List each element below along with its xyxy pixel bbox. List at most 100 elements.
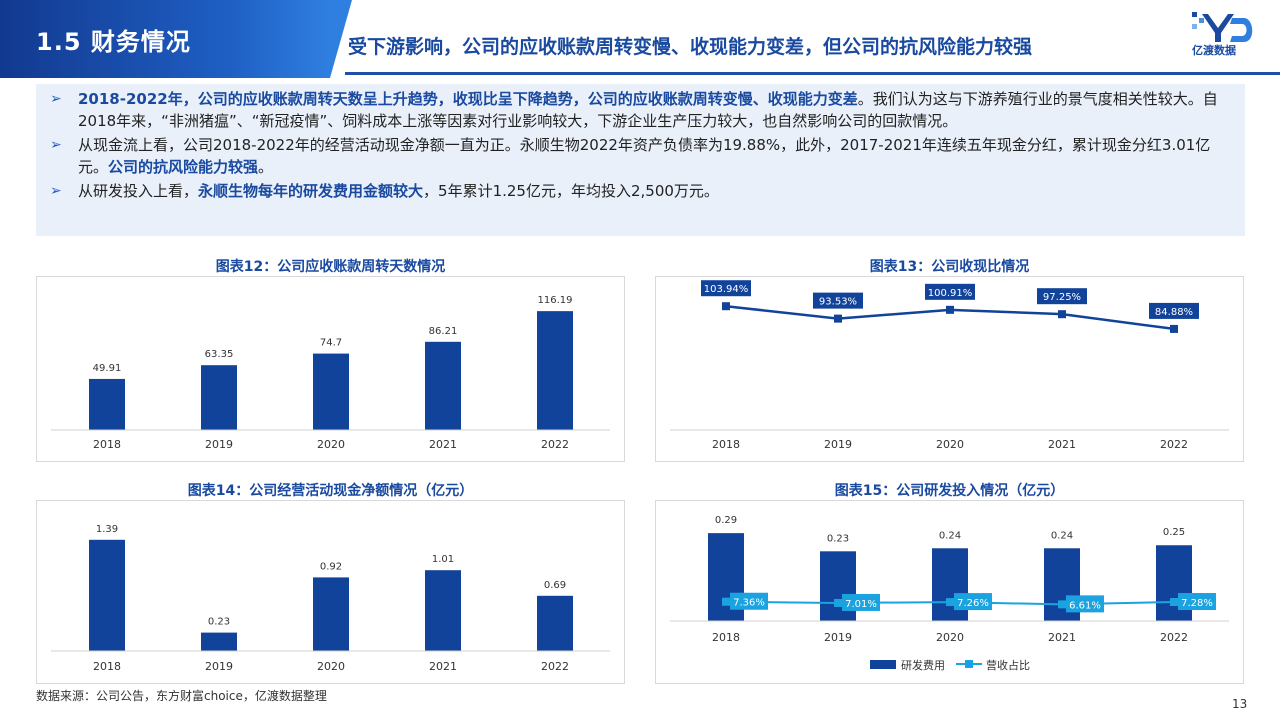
bullet-3-prefix: 从研发投入上看， — [78, 182, 199, 200]
x-tick-label: 2020 — [317, 660, 345, 673]
chart-12-receivable-turnover-days: 49.91 63.35 74.7 86.21 116.19 2018 2019 2020 202… — [51, 295, 610, 451]
ratio-point — [1058, 600, 1066, 609]
ratio-point — [722, 597, 730, 606]
x-tick-label: 2022 — [1160, 631, 1188, 644]
bar — [537, 595, 573, 651]
section-title: 1.5 财务情况 — [36, 28, 191, 56]
bar-value-label: 86.21 — [429, 326, 458, 337]
x-tick-label: 2019 — [205, 438, 233, 451]
ratio-label-box — [842, 593, 880, 611]
x-tick-label: 2020 — [317, 438, 345, 451]
data-label-box — [1149, 302, 1199, 319]
bar — [201, 632, 237, 651]
chart-14-operating-cash-flow: 1.39 0.23 0.92 1.01 0.69 2018 2019 2020 2021 2022 — [51, 524, 610, 673]
bar — [89, 378, 125, 430]
bar — [201, 365, 237, 430]
chart-15-panel: 0.29 0.23 0.24 0.24 0.25 7.36% 7.01% 7.26% 6.61%… — [655, 500, 1244, 684]
ratio-point — [946, 598, 954, 607]
bullet-1-text: 。我们认为这与下游养殖行业的景气度相关性较大。自2018年来，“非洲猪瘟”、“新… — [78, 90, 1218, 130]
line-point — [834, 314, 842, 323]
slide-headline: 受下游影响，公司的应收账款周转变慢、收现能力变差，但公司的抗风险能力较强 — [348, 36, 1033, 58]
x-tick-label: 2021 — [1048, 438, 1076, 451]
x-tick-label: 2021 — [429, 660, 457, 673]
chart-12-panel: 49.91 63.35 74.7 86.21 116.19 2018 2019 2020 202… — [36, 276, 625, 462]
bar — [425, 341, 461, 430]
ratio-label: 7.36% — [733, 598, 765, 609]
data-label: 84.88% — [1155, 307, 1193, 318]
ratio-label-box — [1178, 593, 1216, 611]
data-label: 93.53% — [819, 297, 857, 308]
x-tick-label: 2018 — [712, 438, 740, 451]
bar-value-label: 1.01 — [432, 554, 454, 565]
chart-13-panel: 103.94% 93.53% 100.91% 97.25% 84.88% 2018 2019… — [655, 276, 1244, 462]
x-tick-label: 2018 — [93, 438, 121, 451]
bar-value-label: 0.23 — [827, 533, 849, 544]
bar-value-label: 0.24 — [1051, 530, 1073, 541]
bar — [313, 353, 349, 430]
ratio-label-box — [954, 593, 992, 611]
x-tick-label: 2022 — [1160, 438, 1188, 451]
ratio-label: 7.01% — [845, 599, 877, 610]
data-source-note: 数据来源：公司公告，东方财富choice，亿渡数据整理 — [36, 689, 327, 703]
bar-value-label: 0.23 — [208, 617, 230, 628]
data-label-box — [813, 292, 863, 309]
bar — [313, 577, 349, 651]
x-tick-label: 2018 — [93, 660, 121, 673]
chart-15-rd-investment: 0.29 0.23 0.24 0.24 0.25 7.36% 7.01% 7.26% 6.61%… — [670, 515, 1229, 672]
chart-13-cash-collection-ratio: 103.94% 93.53% 100.91% 97.25% 84.88% 2018 2019… — [670, 280, 1229, 451]
x-tick-label: 2019 — [205, 660, 233, 673]
bullet-2-highlight: 公司的抗风险能力较强 — [108, 158, 259, 176]
arrow-bullet-icon: ➢ — [50, 91, 62, 107]
arrow-bullet-icon: ➢ — [50, 137, 62, 153]
bar — [89, 539, 125, 651]
ratio-label-box — [730, 592, 768, 610]
legend-swatch-bar — [870, 660, 896, 669]
bar-value-label: 49.91 — [93, 363, 122, 374]
summary-bullet-3: ➢ 从研发投入上看，永顺生物每年的研发费用金额较大，5年累计1.25亿元，年均投… — [50, 180, 1235, 202]
bullet-2-end: 。 — [258, 158, 274, 176]
brand-logo-text: 亿渡数据 — [1192, 44, 1236, 57]
chart-14-title: 图表14：公司经营活动现金净额情况（亿元） — [187, 483, 474, 499]
brand-logo-icon — [1192, 12, 1253, 42]
data-label-box — [1037, 288, 1087, 305]
legend-swatch-marker — [965, 660, 973, 668]
legend-label: 营收占比 — [986, 658, 1030, 672]
bar — [932, 548, 968, 621]
bar-value-label: 0.24 — [939, 530, 961, 541]
legend-label: 研发费用 — [901, 658, 945, 672]
summary-bullet-1: ➢ 2018-2022年，公司的应收账款周转天数呈上升趋势，收现比呈下降趋势，公… — [50, 88, 1235, 132]
header-divider — [345, 72, 1280, 75]
bar-value-label: 1.39 — [96, 524, 118, 535]
bullet-3-text: ，5年累计1.25亿元，年均投入2,500万元。 — [423, 182, 719, 200]
line-point — [722, 302, 730, 311]
summary-bullet-2: ➢ 从现金流上看，公司2018-2022年的经营活动现金净额一直为正。永顺生物2… — [50, 134, 1235, 178]
x-tick-label: 2019 — [824, 631, 852, 644]
chart-15-title: 图表15：公司研发投入情况（亿元） — [834, 483, 1065, 499]
chart-14-panel: 1.39 0.23 0.92 1.01 0.69 2018 2019 2020 2021 2022 — [36, 500, 625, 684]
data-label: 103.94% — [704, 284, 749, 295]
bar-value-label: 0.92 — [320, 561, 342, 572]
bar-value-label: 0.69 — [544, 580, 566, 591]
bar-value-label: 74.7 — [320, 338, 342, 349]
bar-value-label: 0.25 — [1163, 527, 1185, 538]
chart-13-title: 图表13：公司收现比情况 — [869, 259, 1030, 275]
x-tick-label: 2018 — [712, 631, 740, 644]
x-tick-label: 2022 — [541, 438, 569, 451]
ratio-point — [1170, 598, 1178, 607]
summary-box: ➢ 2018-2022年，公司的应收账款周转天数呈上升趋势，收现比呈下降趋势，公… — [36, 84, 1245, 236]
data-label: 100.91% — [928, 288, 973, 299]
line-point — [1058, 310, 1066, 319]
ratio-label: 7.26% — [957, 598, 989, 609]
ratio-label: 7.28% — [1181, 598, 1213, 609]
data-label: 97.25% — [1043, 292, 1081, 303]
x-tick-label: 2021 — [429, 438, 457, 451]
chart-12-title: 图表12：公司应收账款周转天数情况 — [215, 259, 446, 275]
slide-header: 1.5 财务情况 受下游影响，公司的应收账款周转变慢、收现能力变差，但公司的抗风… — [0, 0, 1280, 78]
bar-value-label: 116.19 — [538, 295, 573, 306]
bar-value-label: 0.29 — [715, 515, 737, 526]
x-tick-label: 2020 — [936, 631, 964, 644]
bullet-2-text: 从现金流上看，公司2018-2022年的经营活动现金净额一直为正。永顺生物202… — [78, 136, 1211, 176]
line-point — [946, 305, 954, 314]
bar — [537, 311, 573, 430]
ratio-label-box — [1066, 595, 1104, 613]
